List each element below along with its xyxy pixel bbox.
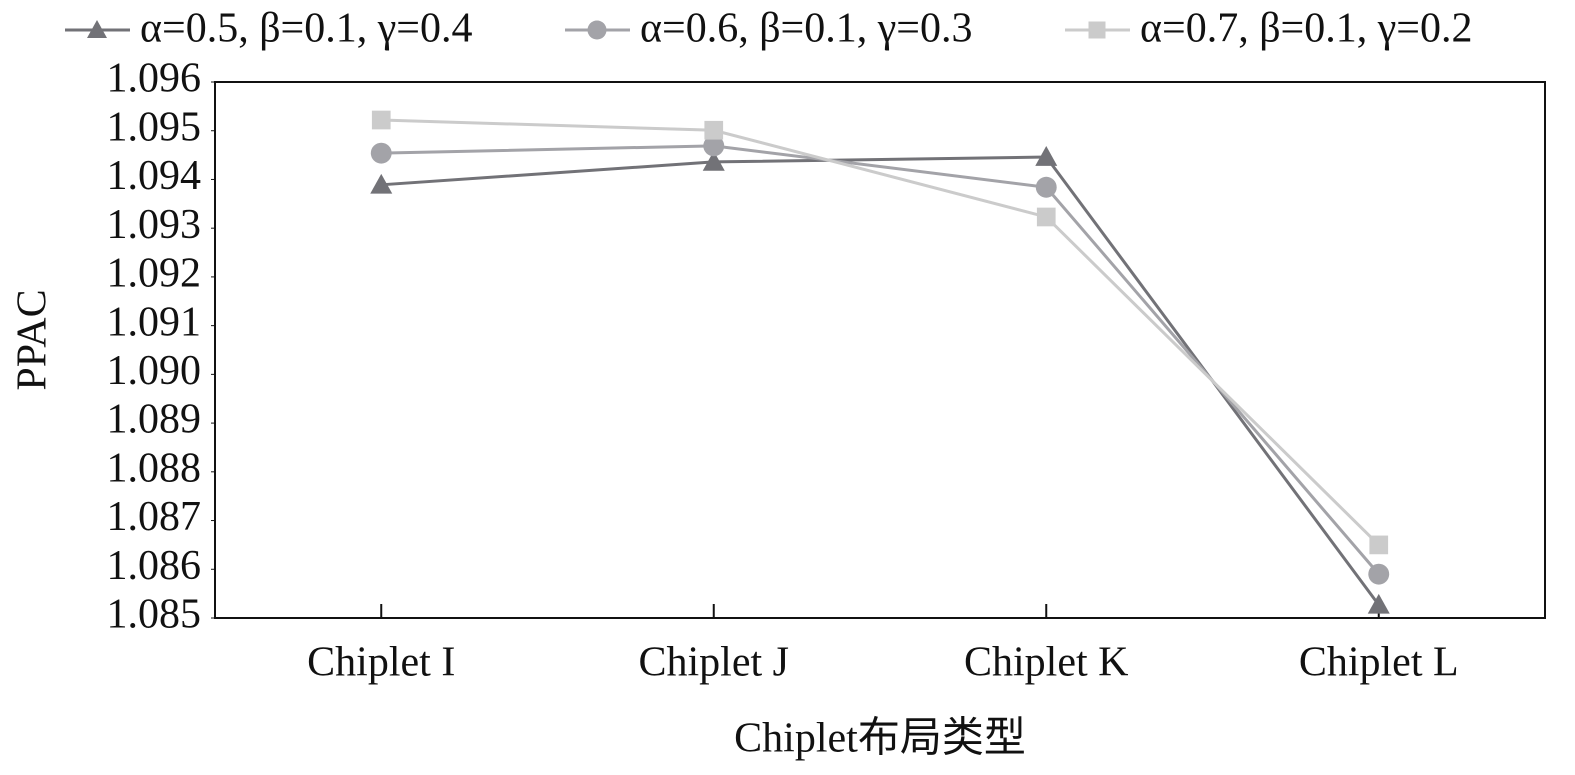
y-tick-label: 1.093 — [107, 202, 202, 248]
y-tick-label: 1.085 — [107, 592, 202, 638]
y-tick-label: 1.090 — [107, 348, 202, 394]
x-tick-label: Chiplet K — [964, 640, 1129, 686]
marker-circle — [587, 20, 607, 40]
marker-square — [1036, 207, 1056, 227]
marker-circle — [1035, 176, 1057, 198]
marker-triangle — [702, 150, 725, 171]
y-tick-label: 1.091 — [107, 299, 202, 345]
x-tick-label: Chiplet L — [1299, 640, 1459, 686]
marker-triangle — [87, 20, 107, 38]
marker-square — [704, 120, 724, 140]
y-tick-label: 1.096 — [107, 56, 202, 102]
plot-frame — [214, 81, 1546, 619]
y-tick-label: 1.092 — [107, 251, 202, 297]
y-tick-label: 1.089 — [107, 397, 202, 443]
y-tick-label: 1.095 — [107, 104, 202, 150]
series-line — [381, 118, 1380, 546]
y-tick-label: 1.088 — [107, 445, 202, 491]
legend-label: α=0.5, β=0.1, γ=0.4 — [140, 6, 473, 52]
marker-square — [1369, 535, 1389, 555]
marker-circle — [703, 135, 725, 157]
legend-label: α=0.7, β=0.1, γ=0.2 — [1140, 6, 1473, 52]
marker-triangle — [1367, 593, 1390, 614]
y-tick-label: 1.094 — [107, 153, 202, 199]
marker-square — [1088, 21, 1106, 39]
marker-triangle — [1035, 146, 1058, 166]
y-axis-title: PPAC — [10, 289, 56, 390]
x-axis-title: Chiplet布局类型 — [734, 716, 1026, 762]
series-line — [381, 155, 1380, 606]
marker-square — [371, 110, 391, 130]
y-tick-label: 1.086 — [107, 543, 202, 589]
legend-label: α=0.6, β=0.1, γ=0.3 — [640, 6, 973, 52]
marker-circle — [1368, 563, 1390, 585]
x-tick-label: Chiplet I — [307, 640, 455, 686]
series-line — [381, 144, 1380, 576]
x-tick-label: Chiplet J — [638, 640, 789, 686]
marker-circle — [370, 142, 392, 164]
marker-triangle — [370, 173, 393, 194]
y-tick-label: 1.087 — [107, 494, 202, 540]
